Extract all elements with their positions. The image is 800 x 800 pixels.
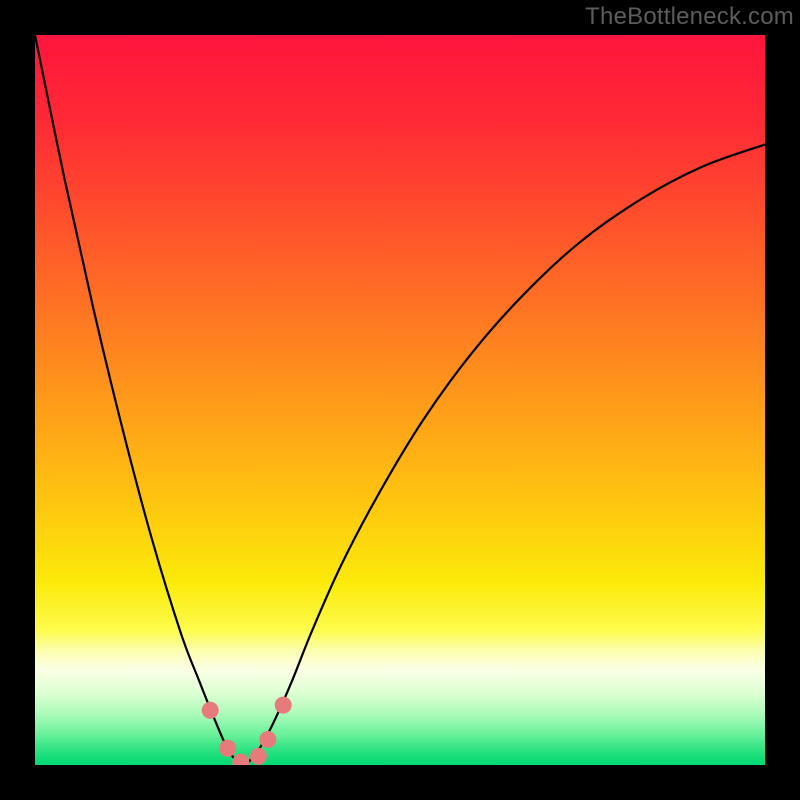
watermark-text: TheBottleneck.com (585, 3, 794, 31)
bottleneck-curve-chart (0, 0, 800, 800)
plot-area (35, 35, 765, 771)
data-marker (219, 740, 236, 757)
data-marker (250, 748, 267, 765)
gradient-background (35, 35, 765, 765)
data-marker (275, 697, 292, 714)
data-marker (202, 702, 219, 719)
chart-stage: TheBottleneck.com (0, 0, 800, 800)
data-marker (259, 731, 276, 748)
